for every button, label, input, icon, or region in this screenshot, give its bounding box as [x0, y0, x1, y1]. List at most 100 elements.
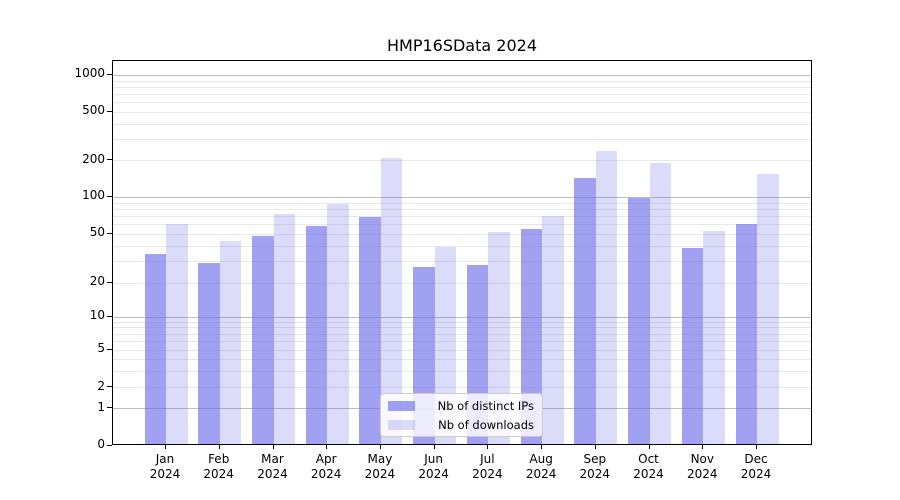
gridline-minor	[113, 224, 811, 226]
x-tick	[218, 445, 220, 449]
gridline-minor	[113, 208, 811, 210]
y-tick	[107, 159, 112, 161]
bar-downloads-may	[380, 157, 403, 444]
legend-label-distinct-ips: Nb of distinct IPs	[437, 398, 534, 413]
bar-downloads-aug	[542, 215, 564, 444]
bar-downloads-mar	[273, 213, 295, 444]
x-tick	[648, 445, 650, 449]
bar-distinct-ips-dec	[735, 224, 757, 444]
y-tick-label: 0	[97, 437, 105, 452]
x-tick	[756, 445, 757, 449]
legend-swatch-distinct-ips	[388, 400, 415, 411]
y-tick-label: 20	[89, 274, 105, 289]
y-tick-label: 100	[82, 188, 105, 203]
gridline-minor	[113, 327, 811, 329]
y-tick-label: 2	[97, 378, 105, 393]
gridline-minor	[113, 233, 811, 235]
bar-distinct-ips-feb	[198, 262, 220, 444]
bar-distinct-ips-may	[359, 217, 381, 444]
gridline-minor	[113, 261, 811, 263]
x-tick	[326, 445, 328, 449]
y-tick	[107, 73, 112, 75]
bar-distinct-ips-jan	[144, 254, 166, 444]
bar-downloads-oct	[649, 163, 671, 444]
x-tick-label: Jul 2024	[472, 452, 503, 481]
y-tick	[107, 348, 112, 350]
y-tick	[107, 232, 112, 234]
gridline-minor	[113, 102, 811, 104]
bar-downloads-feb	[219, 241, 242, 444]
y-tick	[107, 281, 112, 283]
legend-item-distinct-ips: Nb of distinct IPs	[388, 399, 534, 413]
gridline-minor	[113, 86, 811, 88]
y-tick-label: 1000	[74, 66, 105, 81]
y-tick	[107, 315, 112, 317]
gridline-minor	[113, 333, 811, 335]
bar-distinct-ips-sep	[574, 177, 596, 444]
gridline-minor	[113, 202, 811, 204]
x-tick	[165, 445, 166, 449]
y-tick	[107, 110, 112, 112]
bar-distinct-ips-nov	[681, 247, 704, 444]
x-tick-label: May 2024	[364, 452, 396, 481]
x-tick-label: Jun 2024	[418, 452, 449, 481]
x-tick	[433, 445, 435, 449]
y-tick	[107, 386, 112, 388]
bar-distinct-ips-aug	[520, 228, 543, 444]
gridline-major	[113, 316, 811, 318]
bar-downloads-sep	[595, 150, 618, 444]
y-tick-label: 5	[97, 341, 105, 356]
gridline-minor	[113, 123, 811, 125]
y-tick-label: 200	[82, 151, 105, 166]
x-tick	[487, 445, 489, 449]
y-tick-label: 500	[82, 103, 105, 118]
gridline-minor	[113, 321, 811, 323]
bar-downloads-jan	[166, 224, 188, 444]
x-tick-label: Feb 2024	[203, 452, 234, 481]
gridline-minor	[113, 138, 811, 140]
gridline-minor	[113, 93, 811, 95]
gridline-major	[113, 74, 811, 76]
x-tick-label: Jan 2024	[149, 452, 181, 481]
bar-downloads-jul	[488, 231, 510, 444]
y-tick	[107, 195, 112, 197]
x-tick-label: Oct 2024	[633, 452, 664, 481]
x-tick-label: Sep 2024	[579, 452, 611, 481]
gridline-minor	[113, 341, 811, 342]
gridline-minor	[113, 80, 811, 82]
y-tick-label: 1	[97, 399, 105, 414]
gridline-minor	[113, 349, 811, 351]
legend-item-downloads: Nb of downloads	[388, 418, 534, 432]
x-tick-label: Nov 2024	[687, 452, 718, 481]
legend: Nb of distinct IPs Nb of downloads	[380, 393, 543, 437]
x-tick	[594, 445, 596, 449]
gridline-minor	[113, 370, 811, 372]
y-tick	[107, 444, 112, 446]
bar-distinct-ips-oct	[628, 197, 650, 444]
x-tick-label: Mar 2024	[257, 452, 288, 481]
x-tick	[541, 445, 543, 449]
x-tick	[272, 445, 274, 449]
bar-distinct-ips-mar	[252, 236, 274, 444]
bar-downloads-nov	[703, 230, 725, 444]
gridline-minor	[113, 215, 811, 217]
x-tick-label: Apr 2024	[310, 452, 342, 481]
plot-area: Nb of distinct IPs Nb of downloads	[112, 60, 812, 445]
y-tick-label: 10	[89, 308, 105, 323]
x-tick-label: Dec 2024	[740, 452, 772, 481]
gridline-minor	[113, 358, 811, 360]
gridline-major	[113, 196, 811, 198]
bar-downloads-apr	[327, 204, 349, 444]
legend-swatch-downloads	[388, 419, 415, 430]
gridline-minor	[113, 387, 811, 389]
gridline-minor	[113, 245, 811, 247]
chart-title: HMP16SData 2024	[386, 36, 537, 55]
gridline-minor	[113, 282, 811, 284]
y-tick	[107, 407, 112, 409]
legend-label-downloads: Nb of downloads	[438, 417, 534, 432]
gridline-minor	[113, 111, 811, 113]
gridline-minor	[113, 160, 811, 162]
x-tick	[702, 445, 704, 449]
x-tick-label: Aug 2024	[525, 452, 557, 481]
